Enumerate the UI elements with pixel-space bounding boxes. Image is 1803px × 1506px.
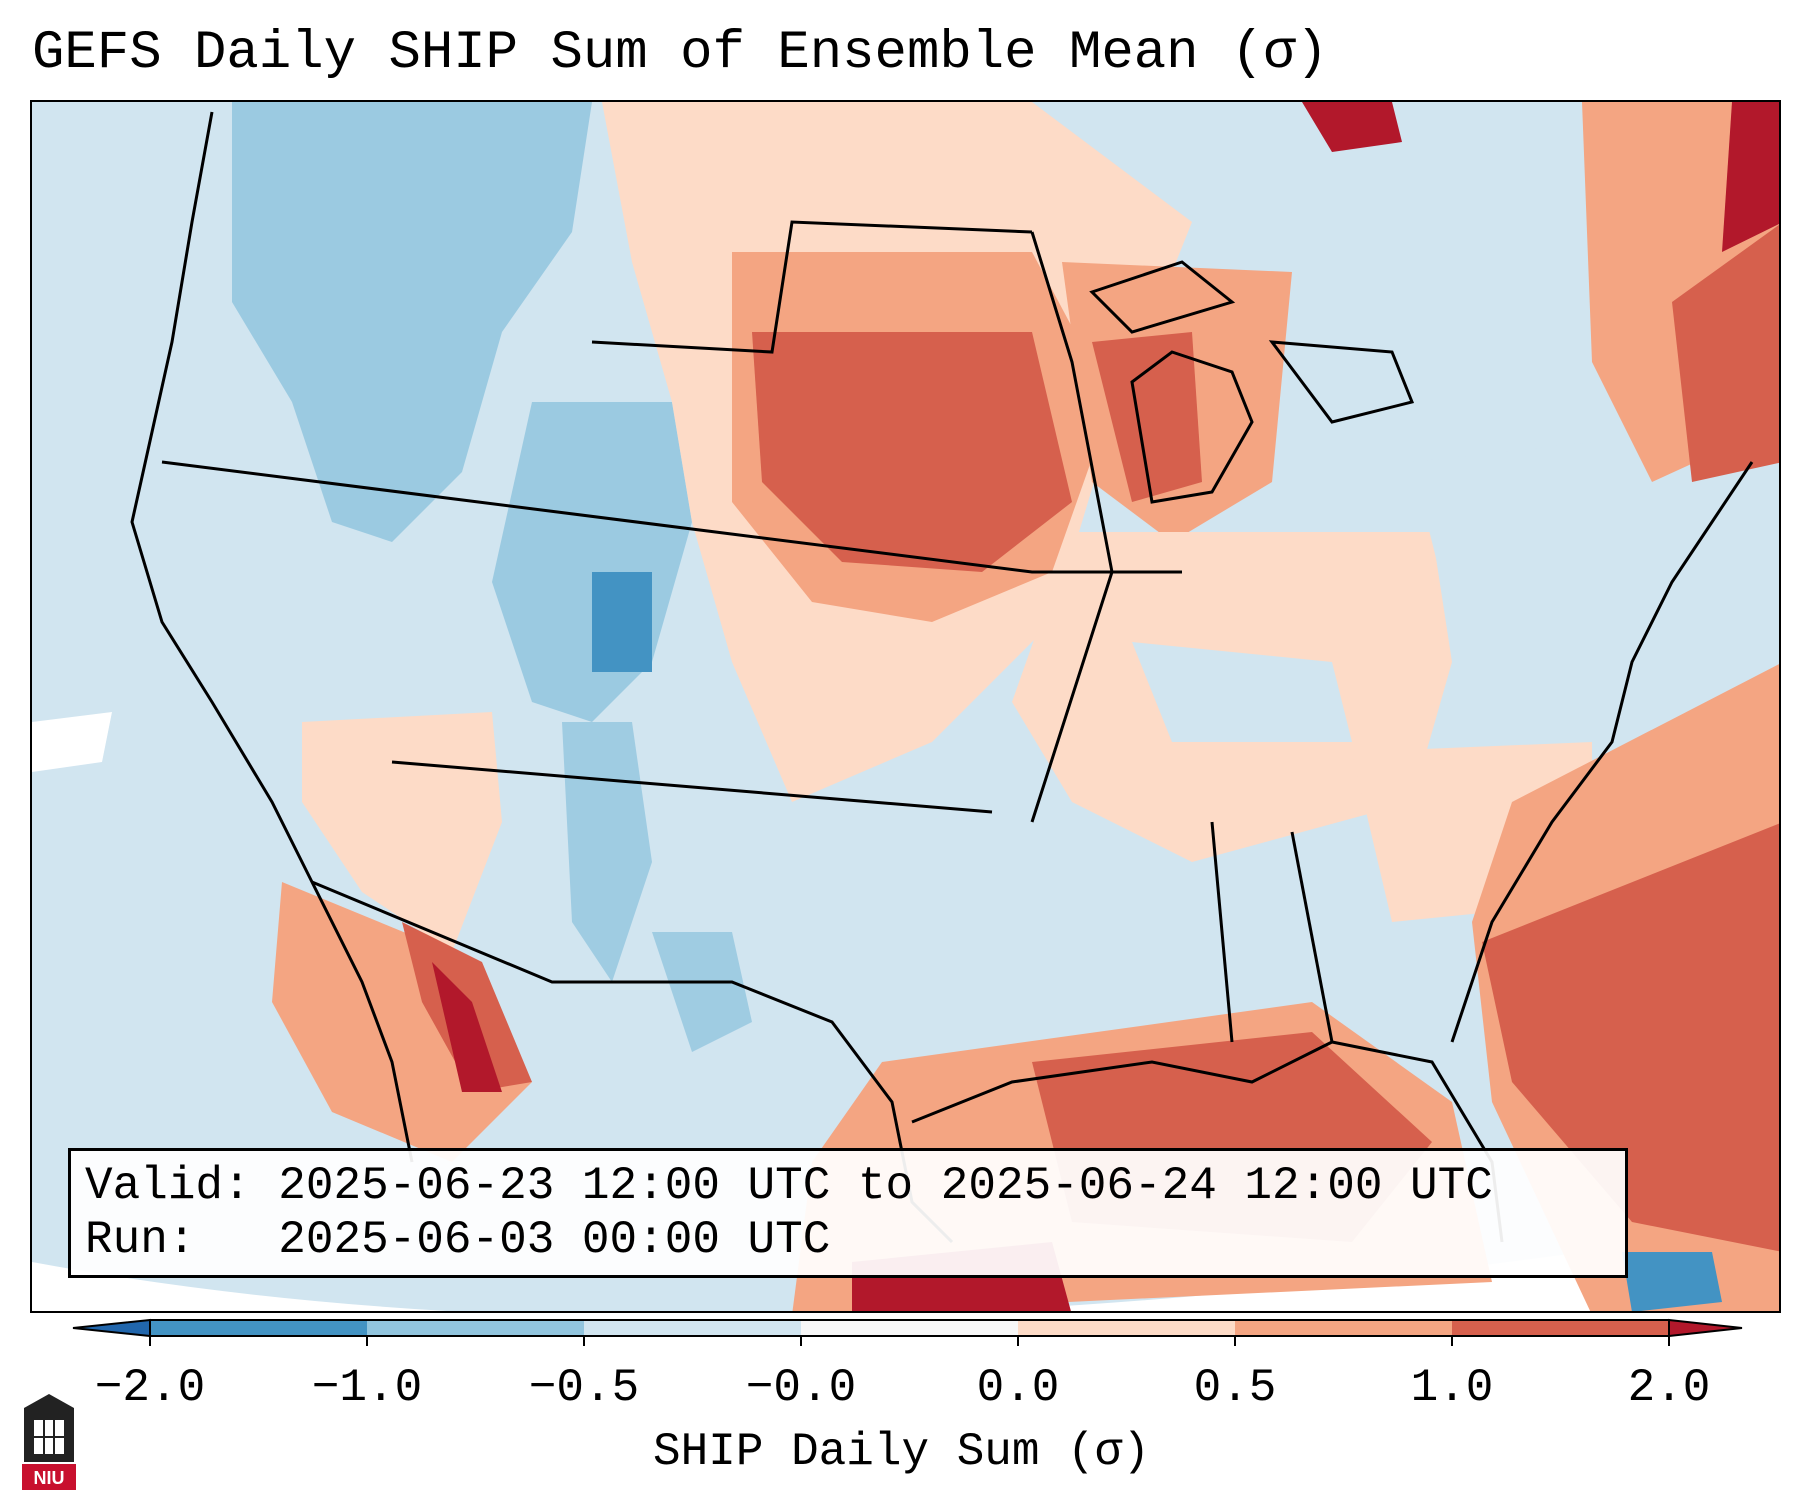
colorbar-bin	[1452, 1320, 1669, 1336]
northwest-blue-region	[232, 102, 592, 542]
southern-border-line	[391, 760, 993, 814]
colorbar-tick-label: 1.0	[1410, 1362, 1494, 1414]
ohio-valley-blue-region	[1132, 642, 1352, 742]
colorbar-ticks	[149, 1336, 1670, 1346]
maritimes-max-cell	[1722, 102, 1779, 252]
niu-logo-icon: NIU	[22, 1394, 76, 1490]
gulf-coastline	[911, 1040, 1504, 1243]
colorbar-tick-label: −2.0	[94, 1362, 206, 1414]
colorbar-bin	[584, 1320, 801, 1336]
atlantic-coastline	[1450, 461, 1754, 1043]
logo-banner	[22, 1464, 76, 1490]
colorbar-label: SHIP Daily Sum (σ)	[653, 1426, 1150, 1478]
dakotas-dark-red-region	[752, 332, 1072, 572]
colorbar-bin	[801, 1320, 1018, 1336]
colorbar-bin	[150, 1320, 367, 1336]
colorbar-tick-label: −0.0	[745, 1362, 857, 1414]
colorbar-outline	[149, 1319, 1670, 1337]
colorbar-tick-label: 0.5	[1193, 1362, 1277, 1414]
caribbean-blue-cell	[1622, 1252, 1722, 1311]
colorbar	[72, 1318, 1743, 1346]
new-england-dark-red-region	[1672, 224, 1779, 482]
lake-huron-outline	[1268, 340, 1415, 424]
lake-michigan-outline	[1130, 350, 1254, 504]
new-mexico-blue-region	[562, 722, 652, 982]
colorbar-bin	[1235, 1320, 1452, 1336]
valid-value: 2025-06-23 12:00 UTC to 2025-06-24 12:00…	[278, 1160, 1493, 1212]
lake-superior-outline	[1089, 260, 1236, 334]
valid-label: Valid:	[85, 1160, 251, 1212]
validity-info-box: Valid: 2025-06-23 12:00 UTC to 2025-06-2…	[68, 1148, 1628, 1278]
logo-text: NIU	[34, 1468, 65, 1488]
atlantic-dark-red-region	[1482, 823, 1779, 1252]
wyoming-montana-border	[591, 220, 1033, 354]
northern-plains-border	[161, 460, 1182, 574]
colorbar-tick-label: 0.0	[976, 1362, 1060, 1414]
mississippi-border	[1030, 231, 1114, 823]
colorbar-tick-label: 2.0	[1627, 1362, 1711, 1414]
colorbar-bin	[1018, 1320, 1235, 1336]
hudson-bay-max-cell	[1302, 102, 1402, 152]
pennsylvania-blue-region	[1412, 442, 1612, 622]
shaded-field-map	[32, 102, 1779, 1311]
colorbar-extend-high	[1668, 1318, 1743, 1338]
map-title: GEFS Daily SHIP Sum of Ensemble Mean (σ)	[32, 23, 1329, 84]
colorbar-bin	[367, 1320, 584, 1336]
lake-michigan-red-cell	[1092, 332, 1202, 502]
pacific-missing-data-patch	[32, 712, 112, 772]
pacific-coastline	[130, 111, 414, 1163]
run-value: 2025-06-03 00:00 UTC	[278, 1214, 831, 1266]
map-panel	[30, 100, 1781, 1313]
west-texas-blue-cell	[652, 932, 752, 1052]
run-label: Run:	[85, 1214, 196, 1266]
georgia-border	[1290, 831, 1334, 1043]
colorbar-tick-label: −0.5	[528, 1362, 640, 1414]
colorbar-tick-label: −1.0	[311, 1362, 423, 1414]
coastlines-and-borders	[130, 111, 1754, 1244]
southwest-light-red-region	[302, 712, 502, 952]
colorado-low-cell	[592, 572, 652, 672]
colorbar-extend-low	[72, 1318, 151, 1338]
alabama-border	[1210, 821, 1234, 1043]
gulf-of-california-max-cell	[432, 962, 502, 1092]
